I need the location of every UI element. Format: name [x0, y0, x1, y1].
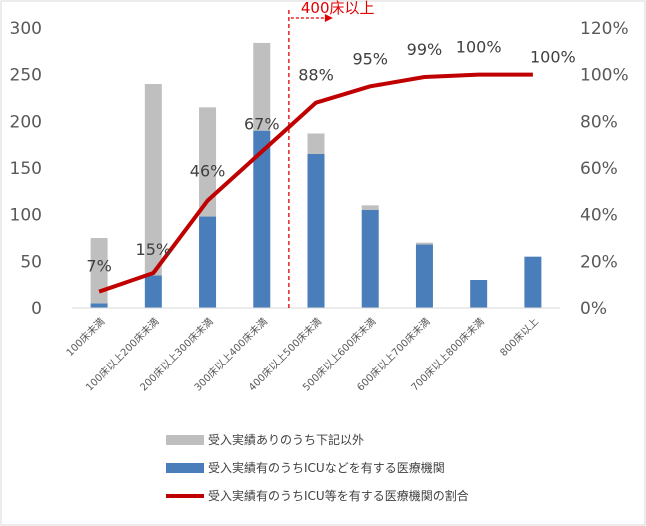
left-tick-label: 150 [10, 159, 42, 179]
left-tick-label: 0 [31, 299, 42, 319]
right-tick-label: 0% [580, 299, 607, 319]
annotation-label: 400床以上 [301, 0, 375, 17]
right-tick-label: 120% [580, 19, 629, 39]
data-label: 100% [456, 38, 502, 57]
legend-swatch [166, 435, 204, 445]
data-label: 46% [190, 162, 226, 181]
legend-swatch [166, 463, 204, 473]
annotation-arrow-icon [324, 14, 333, 22]
bar-segment [361, 205, 379, 210]
bar-segment [253, 42, 271, 131]
bar-series [72, 42, 560, 309]
data-label: 99% [407, 40, 443, 59]
bar-segment [144, 275, 162, 308]
data-label: 88% [298, 66, 334, 85]
line-series: 7% 15% 46% 67% 88% 95% 99% 100% 100% [86, 38, 576, 294]
bar-segment [199, 107, 217, 217]
bar-segment [307, 133, 325, 154]
left-tick-label: 50 [20, 252, 42, 272]
data-label: 100% [530, 48, 576, 67]
legend-label: 受入実績有のうちICU等を有する医療機関の割合 [208, 488, 469, 503]
bar-segment [90, 238, 108, 304]
bar-segment [524, 256, 542, 308]
left-tick-label: 250 [10, 66, 42, 86]
ratio-line [98, 72, 533, 294]
bar-segment [253, 130, 271, 308]
bar-segment [415, 244, 433, 308]
bar-segment [199, 216, 217, 308]
right-tick-label: 40% [580, 206, 618, 226]
divider-group: 400床以上 [288, 0, 375, 308]
bar-segment [307, 154, 325, 308]
bar-segment [470, 280, 488, 308]
right-tick-label: 80% [580, 112, 618, 132]
left-axis: 0 50 100 150 200 250 300 [10, 19, 42, 319]
bar-segment [361, 210, 379, 308]
legend: 受入実績ありのうち下記以外受入実績有のうちICUなどを有する医療機関受入実績有の… [166, 432, 469, 503]
right-tick-label: 100% [580, 66, 629, 86]
right-tick-label: 60% [580, 159, 618, 179]
bar-segment [144, 84, 162, 276]
bar-segment [415, 242, 433, 245]
left-tick-label: 300 [10, 19, 42, 39]
data-label: 95% [352, 49, 388, 68]
bar-segment [90, 303, 108, 308]
data-label: 67% [244, 115, 280, 134]
data-label: 7% [86, 257, 111, 276]
right-axis: 0% 20% 40% 60% 80% 100% 120% [580, 19, 629, 319]
right-tick-label: 20% [580, 252, 618, 272]
left-tick-label: 200 [10, 112, 42, 132]
left-tick-label: 100 [10, 206, 42, 226]
legend-label: 受入実績ありのうち下記以外 [208, 432, 364, 447]
data-label: 15% [136, 240, 172, 259]
legend-label: 受入実績有のうちICUなどを有する医療機関 [208, 460, 445, 475]
